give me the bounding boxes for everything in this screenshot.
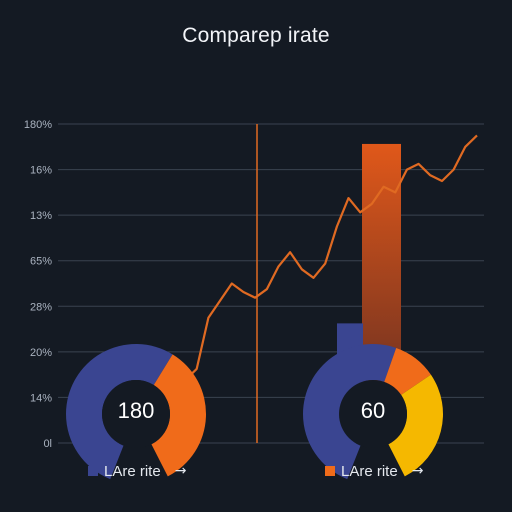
y-tick-label-5: 13%	[30, 210, 52, 222]
gauge-1-base	[303, 414, 361, 480]
gauge-1-segment-1	[384, 347, 431, 395]
gauge-1-segment-0	[303, 343, 397, 414]
gauge-1-hole	[339, 380, 407, 448]
gauge-0-base	[66, 414, 124, 480]
y-tick-label-4: 65%	[30, 256, 52, 268]
legend-label-2: LAre rite	[341, 462, 398, 480]
chart-title: Comparep irate	[182, 24, 330, 47]
gauge-1-value: 60	[361, 398, 385, 423]
legend-swatch-2	[325, 466, 335, 476]
y-tick-label-2: 20%	[30, 347, 52, 359]
y-tick-label-6: 16%	[30, 165, 52, 177]
legend-arrow-icon-1: →	[174, 463, 187, 479]
legend-swatch-1	[88, 466, 98, 476]
gauge-0-value: 180	[118, 398, 155, 423]
legend-label-1: LAre rite	[104, 462, 161, 480]
legend-arrow-icon-2: →	[411, 463, 424, 479]
gauge-0-hole	[102, 380, 170, 448]
gauge-0-segment-1	[151, 354, 206, 477]
y-tick-label-3: 28%	[30, 301, 52, 313]
gauge-1-segment-2	[388, 374, 443, 477]
y-tick-label-7: 180%	[24, 119, 52, 131]
legend-item-2: LAre rite →	[325, 462, 423, 480]
y-tick-label-0: 0l	[43, 438, 52, 450]
gauge-0-segment-0	[66, 343, 173, 414]
y-tick-label-1: 14%	[30, 392, 52, 404]
legend-item-1: LAre rite →	[88, 462, 186, 480]
series-line	[149, 134, 478, 416]
